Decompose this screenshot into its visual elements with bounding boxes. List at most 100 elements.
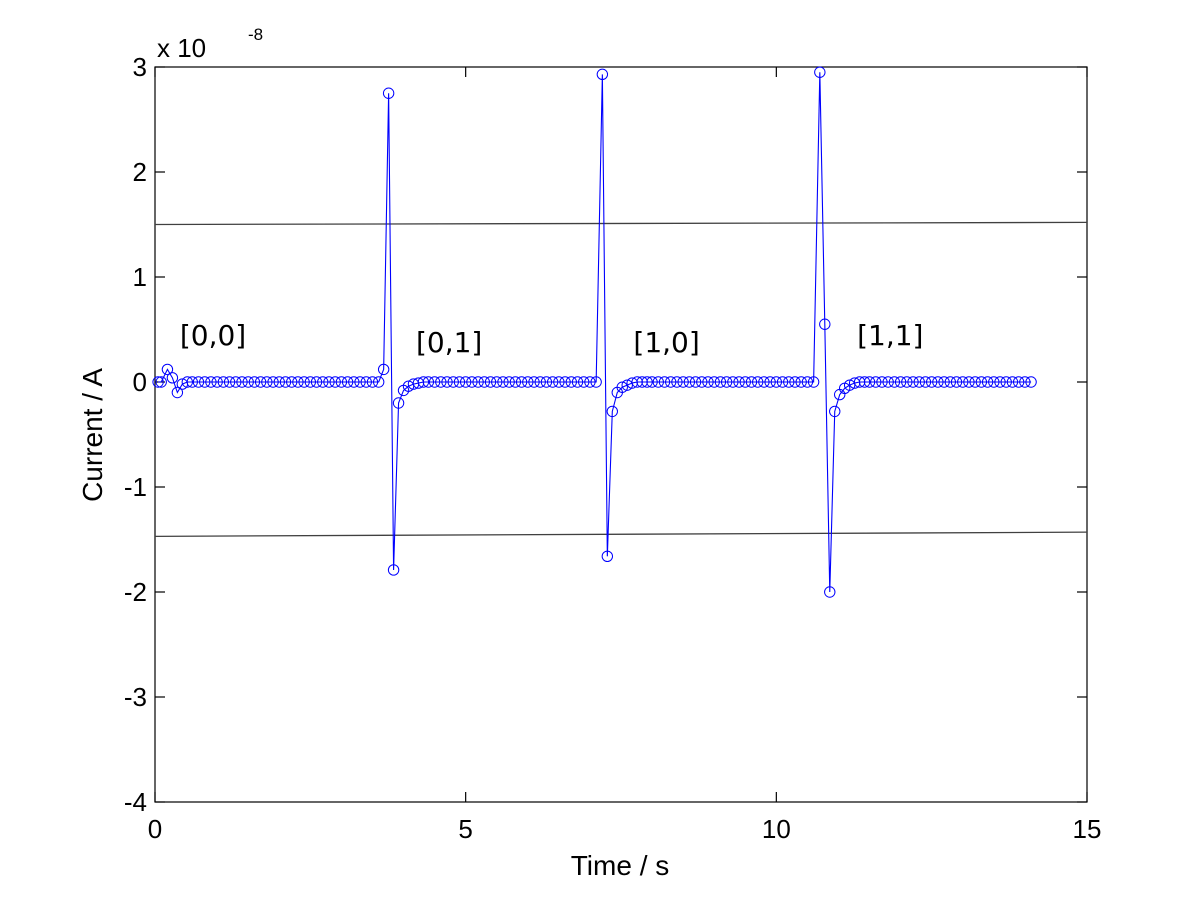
data-point xyxy=(590,376,602,388)
data-point xyxy=(801,376,814,388)
data-point xyxy=(1000,376,1012,388)
data-point xyxy=(466,376,478,388)
data-point xyxy=(894,376,907,388)
data-point xyxy=(907,376,919,388)
data-point xyxy=(764,376,776,388)
data-point xyxy=(938,376,950,388)
data-point xyxy=(254,376,267,388)
data-point xyxy=(279,376,292,388)
data-point xyxy=(1006,376,1019,388)
data-point xyxy=(534,376,546,388)
data-point xyxy=(298,376,310,388)
y-tick-label: 1 xyxy=(133,262,147,292)
data-point xyxy=(553,376,565,388)
data-point xyxy=(217,376,230,388)
y-exponent-label: x 10 xyxy=(157,33,206,63)
data-point xyxy=(348,376,360,388)
data-point xyxy=(509,376,522,388)
data-point xyxy=(152,376,164,388)
data-point xyxy=(273,376,285,388)
data-point xyxy=(770,376,783,388)
annotation-label: [1,0] xyxy=(633,326,699,359)
y-tick-label: 0 xyxy=(133,367,147,397)
y-tick-label: -3 xyxy=(124,682,147,712)
data-point xyxy=(317,376,329,388)
data-point xyxy=(616,381,628,393)
data-point xyxy=(758,376,770,388)
data-point xyxy=(528,376,540,388)
x-tick-label: 10 xyxy=(762,814,791,844)
data-point xyxy=(950,376,963,388)
data-point xyxy=(441,376,453,388)
y-tick-label: -4 xyxy=(124,787,147,817)
data-point xyxy=(745,376,758,388)
data-point xyxy=(578,376,590,388)
data-point xyxy=(171,386,184,399)
data-point xyxy=(304,376,317,388)
data-point xyxy=(211,376,223,388)
data-point xyxy=(248,376,261,388)
data-point xyxy=(181,376,194,388)
data-point xyxy=(969,376,981,388)
data-point xyxy=(447,376,459,388)
data-point xyxy=(714,376,727,388)
data-point xyxy=(646,376,658,388)
data-point xyxy=(571,376,584,388)
y-tick-label: -1 xyxy=(124,472,147,502)
data-point xyxy=(387,564,400,576)
series-line xyxy=(158,72,1032,593)
data-point xyxy=(546,376,559,388)
data-point xyxy=(739,376,751,388)
data-point xyxy=(606,405,619,418)
data-point xyxy=(205,376,217,388)
data-point xyxy=(795,376,807,388)
annotations-layer: [0,0] [0,1] [1,0] [1,1] xyxy=(180,319,924,359)
data-point xyxy=(242,376,254,388)
data-point xyxy=(601,550,614,562)
data-point xyxy=(689,376,702,388)
data-point xyxy=(957,376,969,388)
data-point xyxy=(428,376,441,388)
data-point xyxy=(392,397,405,409)
data-point xyxy=(596,68,609,81)
data-point xyxy=(285,376,298,388)
data-point xyxy=(515,376,528,388)
data-point xyxy=(540,376,553,388)
labels-layer: Time / s Current / A x 10 -8 xyxy=(77,25,669,881)
data-point xyxy=(329,376,341,388)
data-point xyxy=(223,376,236,388)
data-point xyxy=(981,376,994,388)
data-point xyxy=(671,376,683,388)
data-point xyxy=(484,376,497,388)
data-point xyxy=(751,376,764,388)
data-point xyxy=(236,376,248,388)
data-point xyxy=(186,376,198,388)
x-axis-label: Time / s xyxy=(571,850,670,881)
data-point xyxy=(919,376,932,388)
data-point xyxy=(166,372,179,384)
data-point xyxy=(354,376,366,388)
data-point xyxy=(491,376,503,388)
reference-line xyxy=(154,531,1088,537)
data-point xyxy=(323,376,335,388)
data-point xyxy=(472,376,484,388)
data-point xyxy=(565,376,577,388)
annotation-label: [0,1] xyxy=(416,326,482,359)
data-point xyxy=(944,376,957,388)
data-point xyxy=(497,376,509,388)
data-point xyxy=(230,376,242,388)
data-point xyxy=(882,376,894,388)
data-point xyxy=(478,376,491,388)
data-point xyxy=(1019,376,1031,388)
data-point xyxy=(417,376,430,388)
data-point xyxy=(720,376,733,388)
data-point xyxy=(727,376,739,388)
plot-frame xyxy=(154,66,1088,803)
data-point xyxy=(453,376,466,388)
data-point xyxy=(161,363,174,376)
data-point xyxy=(776,376,789,388)
data-point xyxy=(155,376,167,388)
data-point xyxy=(310,376,323,388)
data-point xyxy=(677,376,689,388)
series-layer xyxy=(152,66,1037,598)
